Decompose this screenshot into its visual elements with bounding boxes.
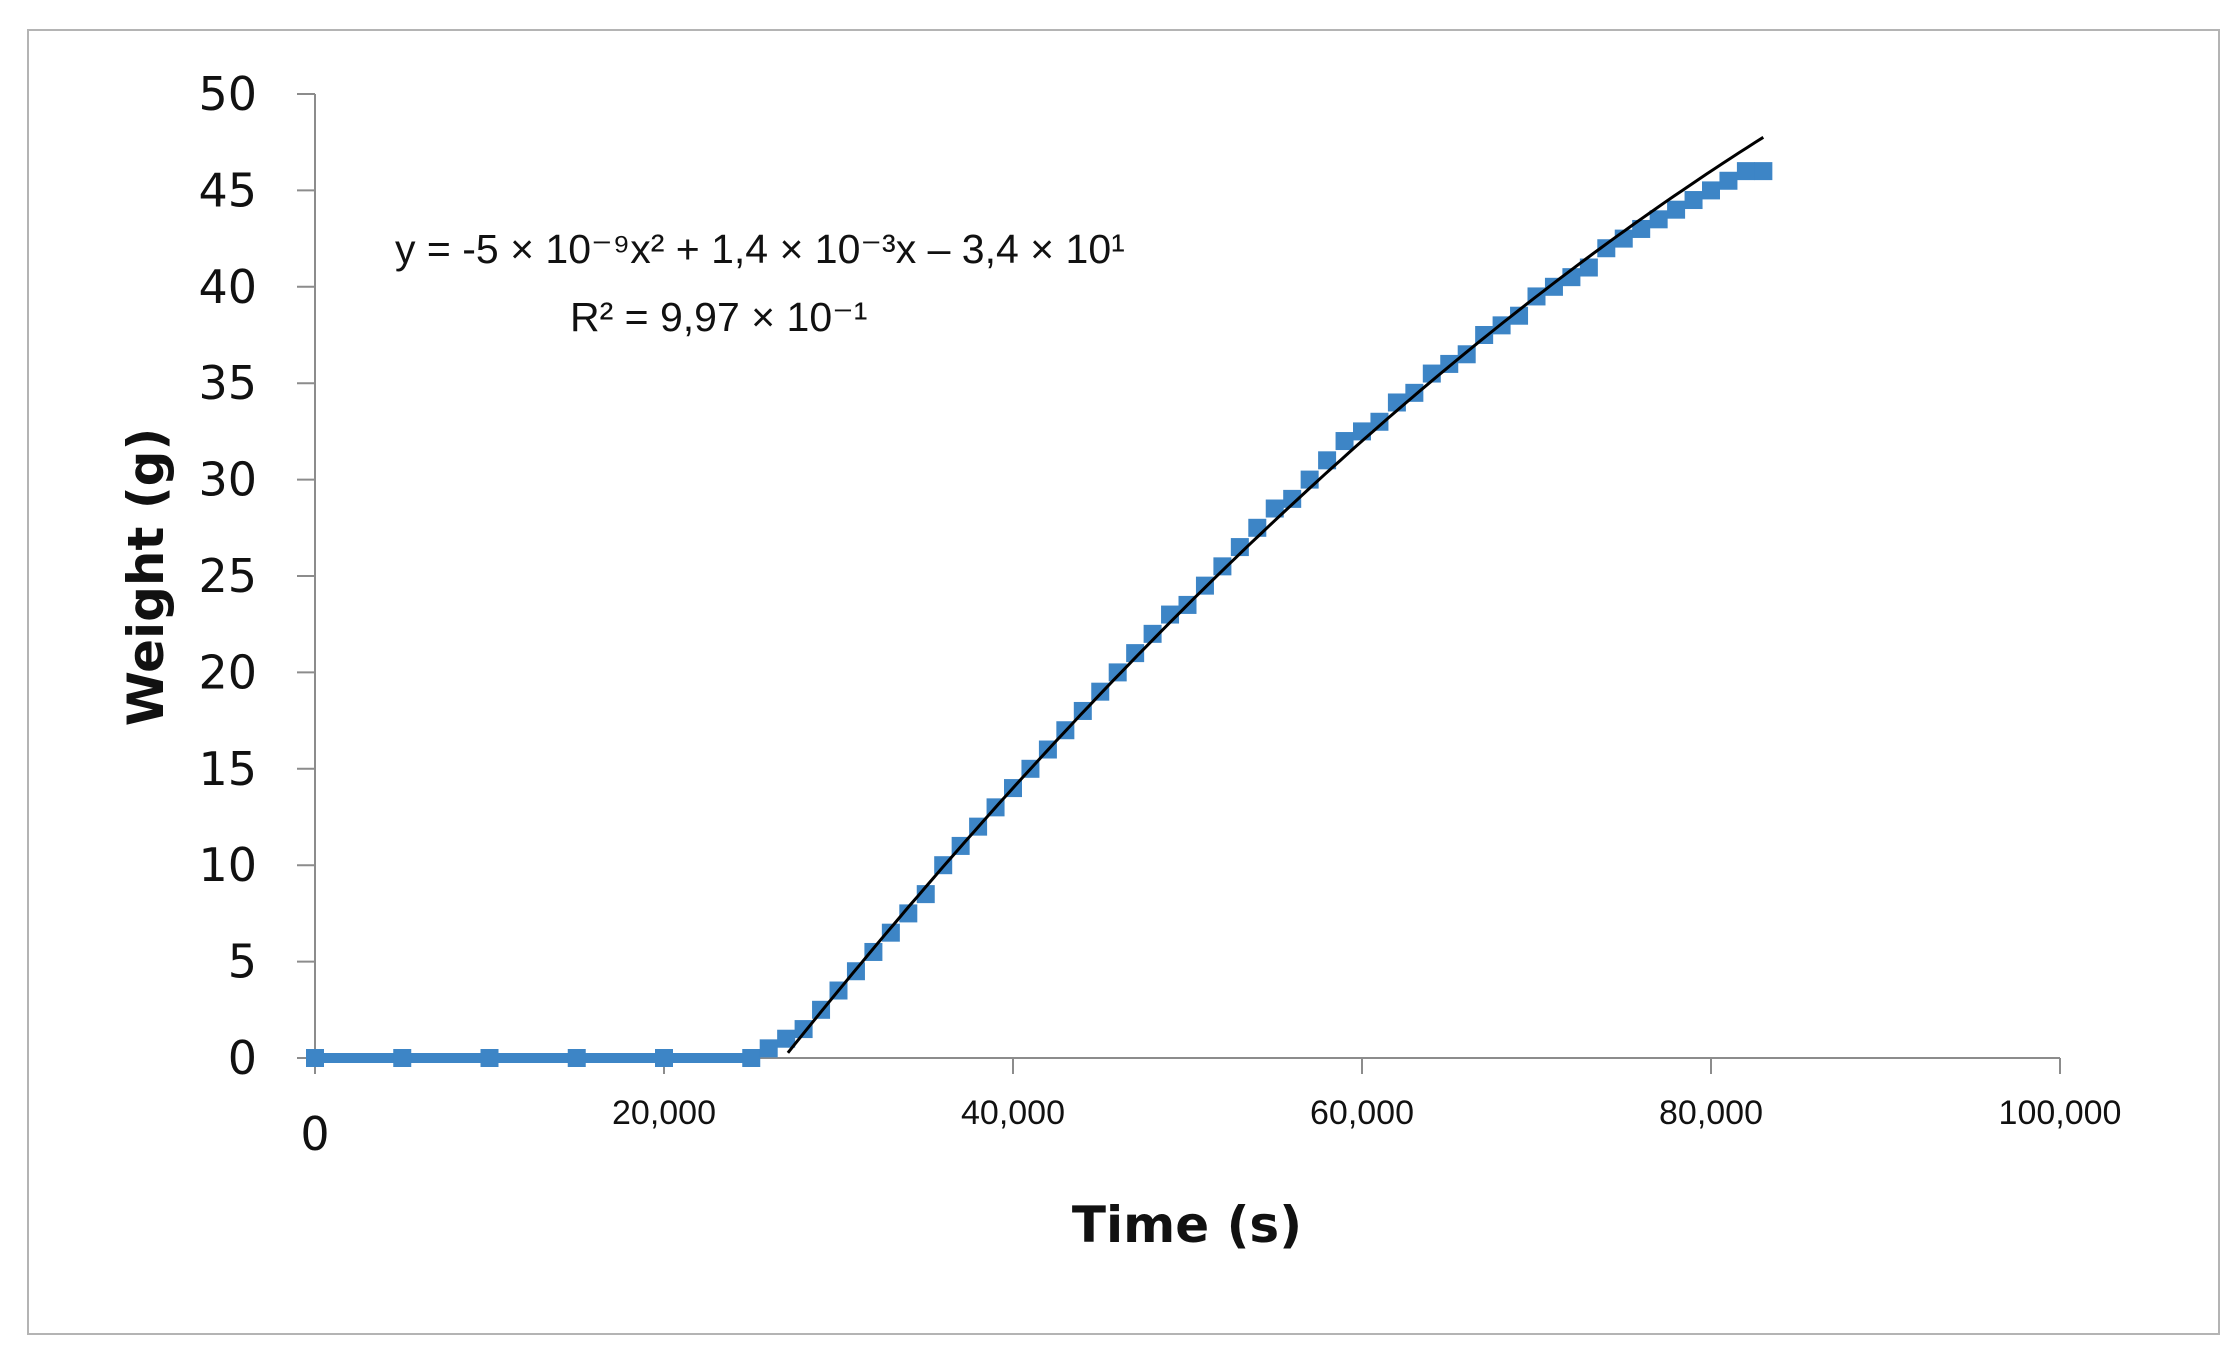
r-squared-label: R² = 9,97 × 10⁻¹: [570, 294, 867, 340]
data-point: [1754, 162, 1773, 181]
data-point: [1684, 191, 1703, 210]
x-axis-ticks: 0 20,000 40,000 60,000 80,000 100,000: [300, 1058, 2121, 1161]
y-axis-ticks: 0 5 10 15 20 25 30 35 40 45 50: [198, 67, 315, 1085]
y-tick-label: 45: [198, 163, 257, 217]
y-tick-label: 25: [198, 549, 257, 603]
x-tick-label: 100,000: [1999, 1094, 2122, 1132]
data-point: [306, 1049, 324, 1067]
y-axis-title: Weight (g): [117, 428, 175, 727]
data-point: [1318, 451, 1337, 470]
polynomial-trendline: [786, 136, 1765, 1054]
data-point: [393, 1049, 412, 1067]
data-point: [1667, 200, 1686, 219]
y-tick-label: 10: [198, 838, 257, 892]
data-point: [916, 885, 935, 904]
data-point: [1719, 171, 1738, 190]
x-tick-label: 20,000: [612, 1094, 716, 1132]
y-tick-label: 5: [228, 935, 257, 989]
data-point: [1108, 663, 1127, 682]
data-point: [1736, 162, 1755, 181]
data-point: [1126, 644, 1145, 663]
data-point: [777, 1029, 796, 1048]
y-tick-label: 30: [198, 453, 257, 507]
data-series: [306, 162, 1773, 1067]
data-point: [1143, 624, 1162, 643]
x-tick-label: 60,000: [1310, 1094, 1414, 1132]
data-point: [655, 1049, 673, 1067]
chart-frame: [27, 29, 2220, 1335]
data-point: [881, 923, 900, 942]
y-tick-label: 35: [198, 356, 257, 410]
data-point: [1213, 557, 1232, 576]
data-point: [480, 1049, 499, 1067]
data-point: [864, 942, 883, 961]
data-point: [1579, 258, 1598, 277]
data-point: [1283, 489, 1302, 508]
data-point: [1702, 181, 1720, 200]
data-point: [567, 1049, 586, 1067]
trendline-equation: y = -5 × 10⁻⁹x² + 1,4 × 10⁻³x – 3,4 × 10…: [395, 226, 1125, 272]
y-tick-label: 40: [198, 260, 257, 314]
data-point: [1510, 306, 1529, 325]
data-point: [1300, 470, 1319, 489]
y-tick-label: 0: [228, 1031, 257, 1085]
data-point: [1353, 422, 1371, 441]
data-point: [1230, 538, 1249, 557]
x-axis-title: Time (s): [1072, 1196, 1302, 1254]
x-tick-label: 80,000: [1659, 1094, 1763, 1132]
x-tick-label: 0: [300, 1107, 329, 1161]
data-point: [1632, 219, 1651, 238]
data-point: [1370, 412, 1389, 431]
y-tick-label: 15: [198, 742, 257, 796]
data-point: [1597, 239, 1616, 258]
x-tick-label: 40,000: [961, 1094, 1065, 1132]
y-tick-label: 20: [198, 645, 257, 699]
y-tick-label: 50: [198, 67, 257, 121]
data-point: [1265, 499, 1284, 518]
data-point: [1091, 682, 1110, 701]
data-point: [742, 1049, 761, 1067]
data-point: [1248, 518, 1267, 537]
data-point: [1335, 432, 1354, 451]
data-point: [899, 904, 918, 923]
data-point: [1544, 277, 1563, 296]
data-point: [759, 1039, 778, 1058]
data-point: [794, 1020, 813, 1039]
data-point: [1649, 210, 1668, 229]
data-point: [1405, 383, 1424, 402]
